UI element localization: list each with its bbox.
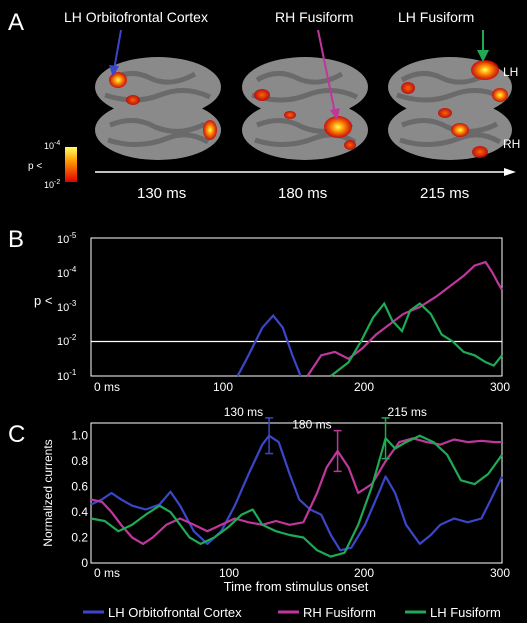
plot-b-ytick-base: 10	[57, 336, 69, 348]
plot-b-series-lh-orbitofrontal-cortex	[236, 313, 302, 377]
plot-c-xtick: 0 ms	[94, 566, 120, 580]
brain-215ms	[388, 57, 512, 160]
colorbar-top-exp: -4	[54, 140, 60, 147]
time-label-180: 180 ms	[278, 185, 327, 202]
colorbar-top-base: 10	[44, 141, 54, 151]
plot-c-ytick: 0.6	[71, 480, 88, 494]
plot-b-ytick-exp: -4	[69, 265, 77, 274]
plot-c-xtick: 300	[490, 566, 510, 580]
colorbar: 10-4 p < 10-2	[28, 140, 77, 190]
svg-text:10-3: 10-3	[57, 299, 77, 314]
plot-b-ylabel: p <	[34, 293, 52, 308]
plot-c-xtick: 100	[219, 566, 239, 580]
plot-c-ylabel: Normalized currents	[41, 439, 55, 546]
arrow-lh-orbitofrontal	[109, 29, 122, 77]
annotation-215-ms: 215 ms	[388, 405, 427, 419]
panel-c-label: C	[8, 421, 25, 448]
brain-180ms	[242, 57, 368, 160]
legend-label-lh-fusiform: LH Fusiform	[430, 605, 501, 620]
plot-c-series-lh-fusiform	[90, 434, 503, 558]
plot-c-xtick: 200	[354, 566, 374, 580]
panel-c: C 0 0.2 0.4 0.6 0.8 1.0 Normalized currents 1…	[8, 405, 510, 594]
legend: LH Orbitofrontal Cortex RH Fusiform LH F…	[83, 605, 501, 620]
plot-b-ytick-base: 10	[57, 302, 69, 314]
plot-b-ytick-exp: -3	[69, 299, 77, 308]
colorbar-label: p <	[28, 161, 42, 172]
arrow-rh-fusiform	[317, 29, 340, 120]
annotation-180-ms: 180 ms	[292, 418, 331, 432]
colorbar-bottom-base: 10	[44, 180, 54, 190]
annotation-130-ms: 130 ms	[224, 405, 263, 419]
svg-text:10-5: 10-5	[57, 231, 77, 246]
panel-a-label: A	[8, 9, 24, 36]
plot-c-series	[90, 434, 503, 558]
plot-c-xlabel: Time from stimulus onset	[224, 579, 369, 594]
colorbar-bottom-exp: -2	[54, 179, 60, 186]
plot-b-xtick: 300	[490, 380, 510, 394]
region-label-rh-fusiform: RH Fusiform	[275, 9, 354, 25]
plot-c-ytick: 0.4	[71, 505, 88, 519]
plot-c-ytick: 1.0	[71, 429, 88, 443]
region-label-lh-fusiform: LH Fusiform	[398, 9, 474, 25]
panel-b-label: B	[8, 226, 24, 253]
plot-c-ytick: 0.2	[71, 531, 88, 545]
region-label-lh-orbitofrontal: LH Orbitofrontal Cortex	[64, 9, 208, 25]
hemisphere-rh-label: RH	[503, 137, 520, 151]
plot-b-ytick-exp: -1	[69, 368, 77, 377]
plot-b-ytick-base: 10	[57, 371, 69, 383]
plot-b-series-rh-fusiform	[306, 260, 503, 377]
plot-b-y-ticks: 10-5 10-4 10-3 10-2 10-1	[57, 231, 77, 383]
legend-label-lh-orbitofrontal: LH Orbitofrontal Cortex	[108, 605, 242, 620]
plot-b-ytick-base: 10	[57, 268, 69, 280]
timeline-arrow	[95, 168, 516, 176]
panel-b: B 10-5 10-4 10-3 10-2 10-1 p < 0 ms 100 …	[8, 226, 510, 394]
time-label-215: 215 ms	[420, 185, 469, 202]
plot-c-frame	[90, 422, 503, 564]
svg-text:10-4: 10-4	[57, 265, 77, 280]
svg-text:10-1: 10-1	[57, 368, 77, 383]
svg-text:10-2: 10-2	[44, 179, 60, 190]
plot-b-ytick-base: 10	[57, 234, 69, 246]
panel-a: A LH Orbitofrontal Cortex RH Fusiform LH…	[8, 9, 520, 202]
plot-b-ytick-exp: -5	[69, 231, 77, 240]
brain-130ms	[95, 57, 221, 160]
arrow-lh-fusiform	[477, 30, 489, 62]
legend-label-rh-fusiform: RH Fusiform	[303, 605, 376, 620]
plot-b-series-lh-fusiform	[330, 301, 503, 377]
plot-b-ytick-exp: -2	[69, 333, 77, 342]
plot-c-ytick: 0	[81, 556, 88, 570]
plot-c-y-ticks: 0 0.2 0.4 0.6 0.8 1.0	[71, 429, 88, 570]
svg-text:10-2: 10-2	[57, 333, 77, 348]
plot-b-series	[236, 260, 503, 377]
plot-b-xtick: 0 ms	[94, 380, 120, 394]
plot-b-frame	[90, 237, 503, 377]
svg-text:10-4: 10-4	[44, 140, 60, 151]
plot-b-xtick: 100	[213, 380, 233, 394]
time-label-130: 130 ms	[137, 185, 186, 202]
hemisphere-lh-label: LH	[503, 65, 518, 79]
plot-c-ytick: 0.8	[71, 454, 88, 468]
plot-c-series-lh-orbitofrontal-cortex	[90, 434, 503, 552]
plot-c-annotations: 130 ms 180 ms 215 ms	[224, 405, 427, 473]
plot-b-xtick: 200	[354, 380, 374, 394]
